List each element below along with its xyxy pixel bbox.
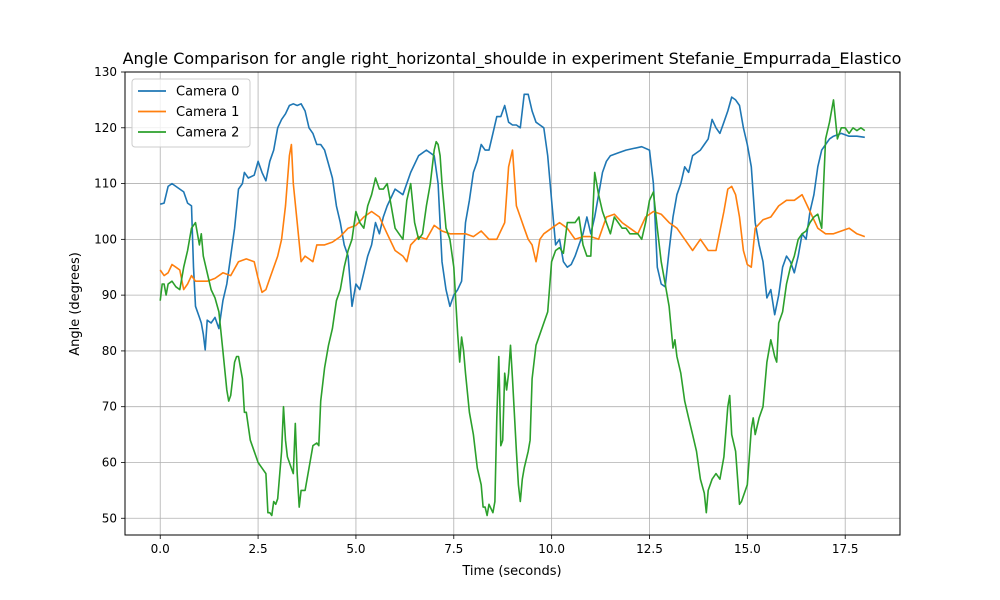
chart-title: Angle Comparison for angle right_horizon… [123,49,902,69]
legend-label-camera-0: Camera 0 [176,85,239,100]
x-axis-label: Time (seconds) [461,564,561,579]
y-tick-label: 50 [102,511,117,525]
x-tick-label: 0.0 [151,542,170,556]
plot-frame [124,71,901,536]
y-tick-label: 80 [102,344,117,358]
y-tick-label: 110 [94,177,117,191]
legend-label-camera-2: Camera 2 [176,126,239,141]
y-tick-label: 70 [102,400,117,414]
series-line-camera-0 [159,93,865,351]
x-tick-label: 12.5 [636,542,663,556]
x-tick-label: 7.5 [444,542,463,556]
y-tick-label: 60 [102,455,117,469]
legend-label-camera-1: Camera 1 [176,105,239,120]
y-tick-label: 130 [94,65,117,79]
legend-box [131,78,251,148]
y-tick-label: 120 [94,121,117,135]
axis-ticks: 0.0 2.5 5.0 7.5 10.0 12.5 15.0 17.5 50 60 70 80 90 10… [94,65,858,556]
x-tick-label: 15.0 [734,542,761,556]
x-tick-label: 2.5 [249,542,268,556]
x-tick-label: 5.0 [346,542,365,556]
x-tick-label: 17.5 [832,542,859,556]
y-axis-label: Angle (degrees) [68,252,83,356]
series-lines [159,93,866,517]
series-line-camera-1 [159,143,866,294]
x-tick-label: 10.0 [538,542,565,556]
series-line-camera-2 [159,99,866,517]
y-tick-label: 90 [102,288,117,302]
grid [125,71,900,535]
y-tick-label: 100 [94,232,117,246]
legend: Camera 0 Camera 1 Camera 2 [131,78,251,148]
